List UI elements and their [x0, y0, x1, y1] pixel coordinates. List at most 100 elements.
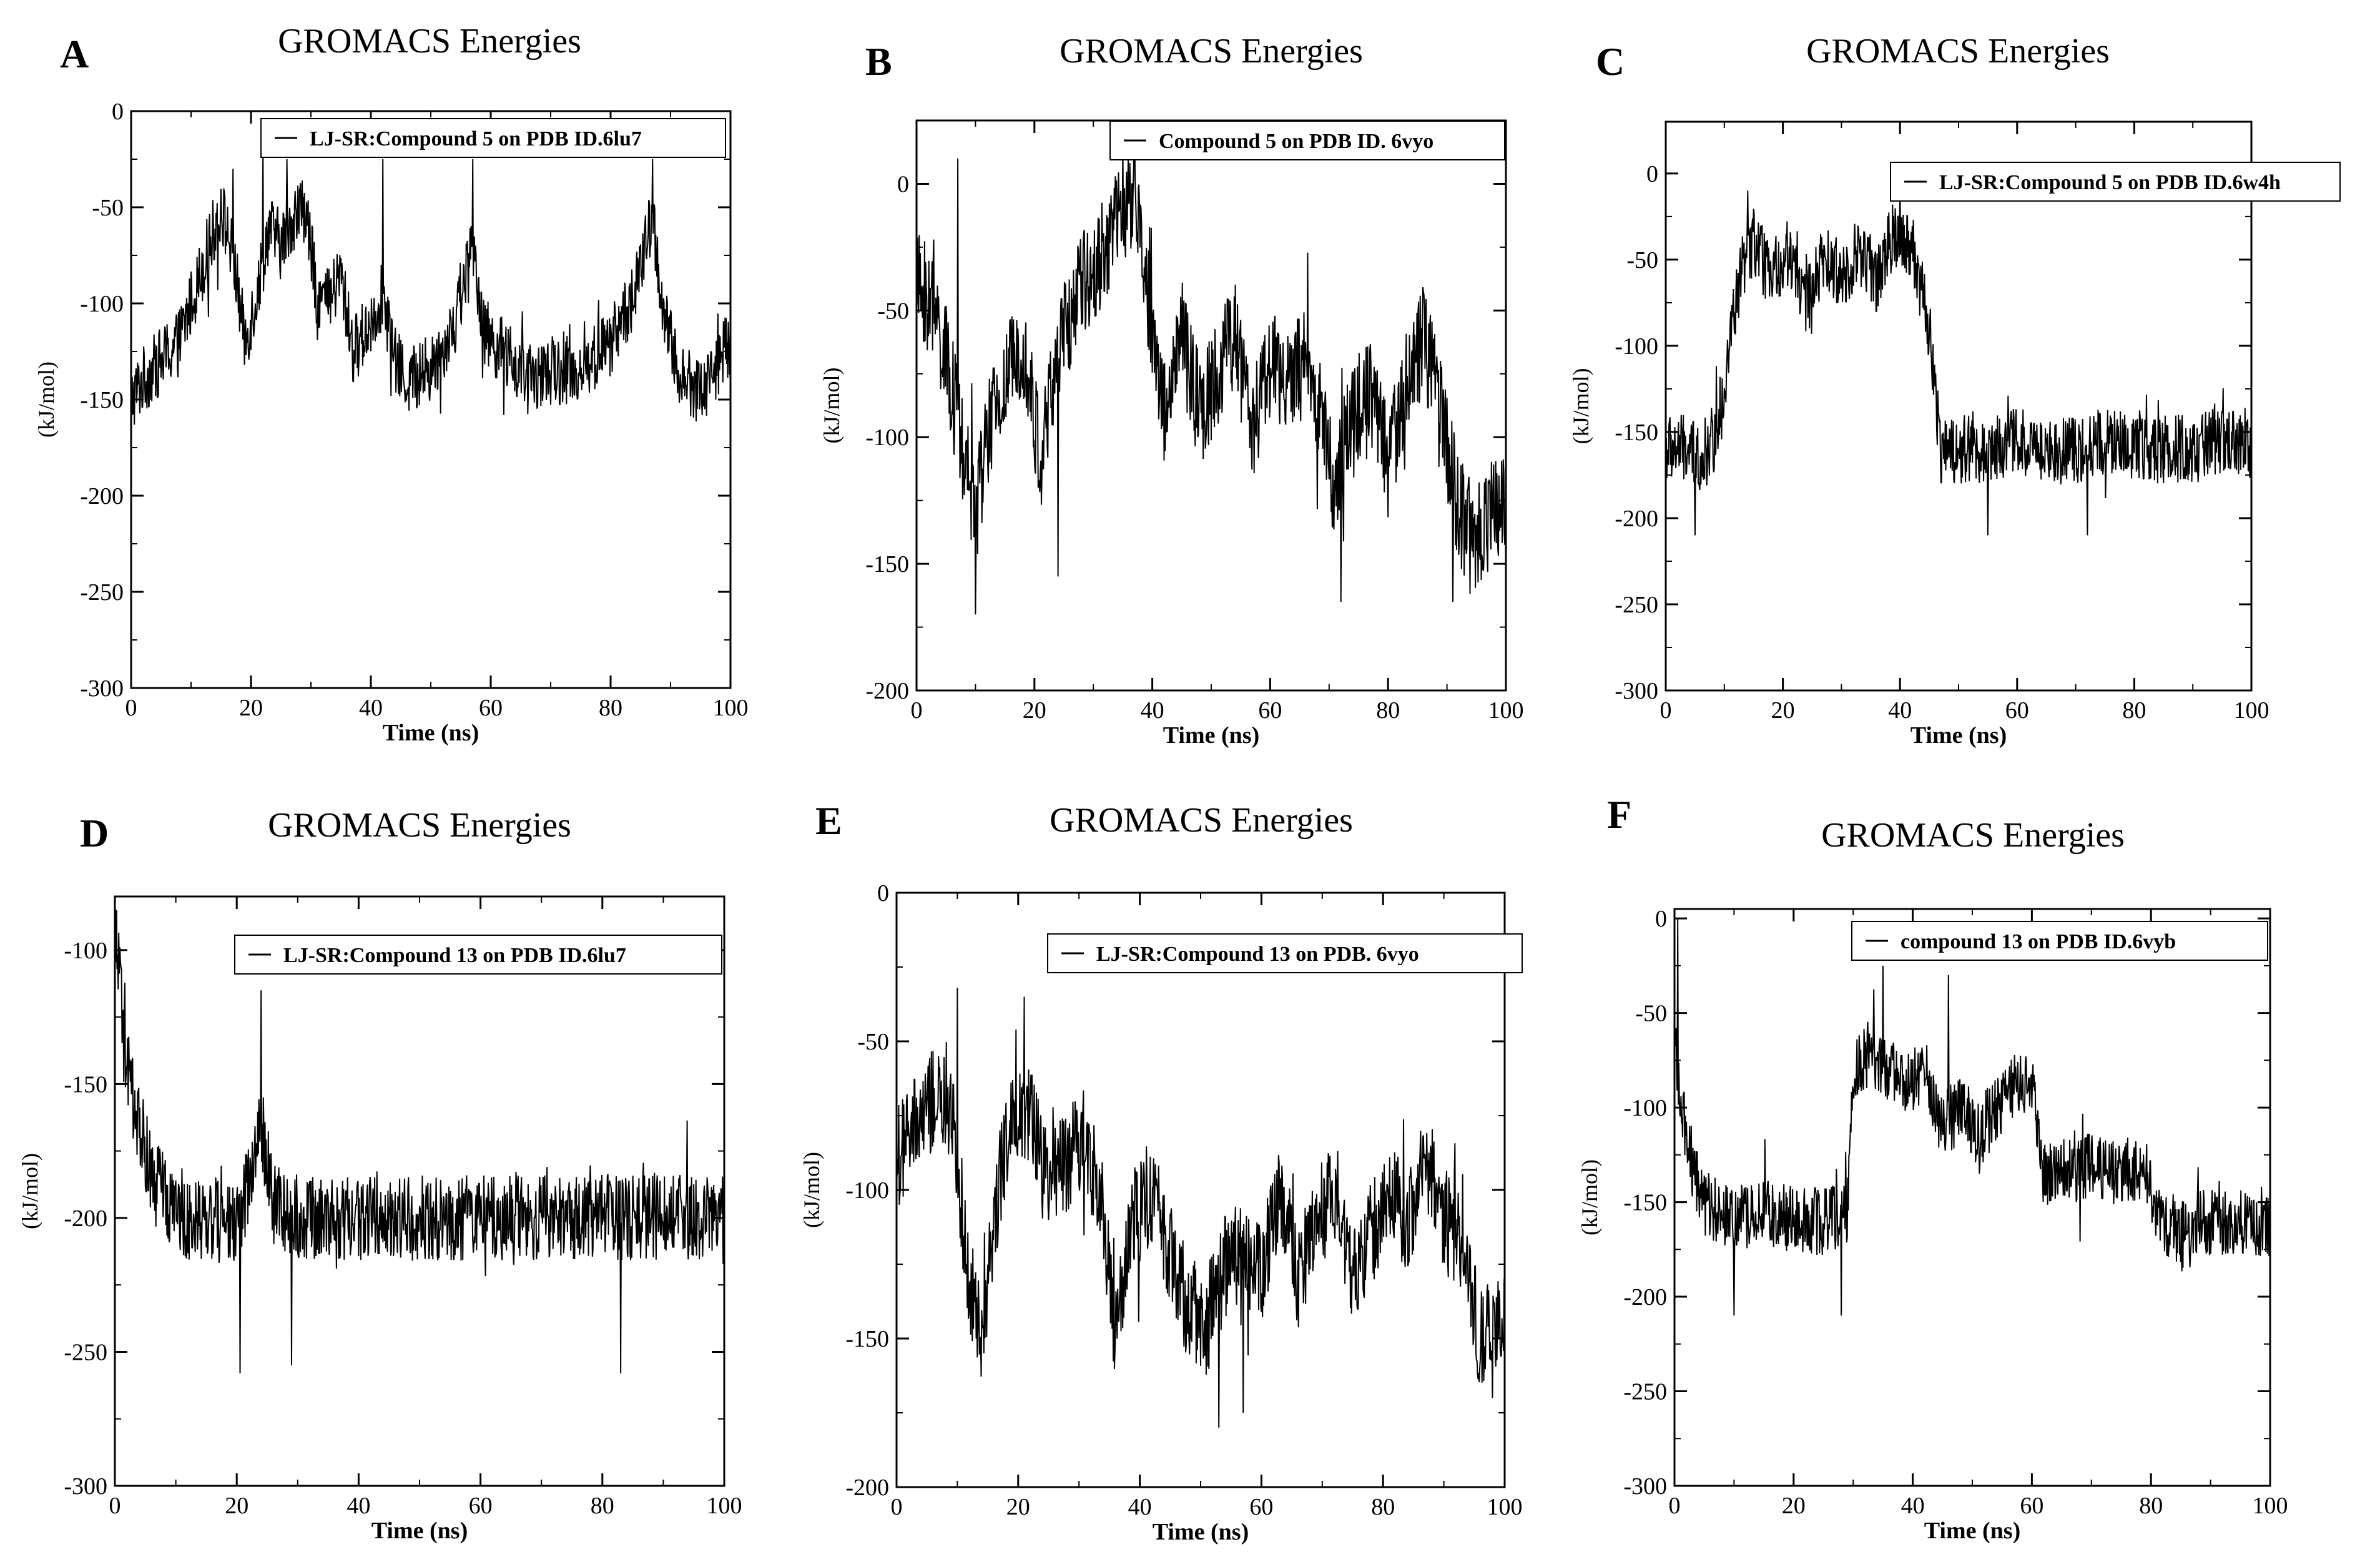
x-tick-label: 0: [109, 1493, 121, 1519]
x-tick-label: 0: [1660, 697, 1672, 724]
legend-box: [1890, 162, 2341, 202]
y-tick-label: -250: [64, 1339, 107, 1365]
y-axis-label: (kJ/mol): [799, 1152, 824, 1228]
x-tick-label: 40: [1901, 1493, 1925, 1519]
y-tick-label: -250: [1615, 592, 1658, 618]
x-axis-label: Time (ns): [1910, 722, 2007, 749]
y-tick-label: -250: [80, 579, 124, 606]
y-tick-label: -150: [80, 387, 124, 413]
panel-letter-a: A: [60, 32, 89, 76]
x-tick-label: 0: [911, 697, 923, 724]
y-tick-label: -200: [1615, 506, 1658, 532]
legend-label: LJ-SR:Compound 13 on PDB. 6vyo: [1096, 943, 1419, 966]
x-axis-label: Time (ns): [371, 1518, 468, 1544]
x-tick-label: 60: [479, 695, 503, 721]
x-tick-label: 100: [2253, 1493, 2288, 1519]
panel-letter-e: E: [815, 798, 842, 843]
y-tick-label: -300: [80, 675, 124, 702]
y-tick-label: -50: [92, 195, 124, 221]
y-tick-label: -100: [80, 291, 124, 317]
legend-label: compound 13 on PDB ID.6vyb: [1901, 930, 2176, 953]
y-tick-label: 0: [112, 99, 124, 125]
data-series-line: [114, 896, 725, 1373]
chart-title-c: GROMACS Energies: [1806, 32, 2110, 71]
x-tick-label: 60: [2020, 1493, 2043, 1519]
y-axis-label: (kJ/mol): [17, 1153, 42, 1229]
y-tick-label: -100: [1623, 1095, 1667, 1121]
panel-letter-c: C: [1596, 39, 1625, 84]
x-tick-label: 40: [359, 695, 383, 721]
x-tick-label: 100: [1488, 697, 1524, 724]
data-series-line: [916, 128, 1507, 615]
y-tick-label: -200: [845, 1475, 889, 1501]
y-tick-label: 0: [1655, 906, 1667, 932]
x-axis-label: Time (ns): [383, 720, 479, 746]
x-axis-label: Time (ns): [1163, 722, 1259, 749]
y-axis-label: (kJ/mol): [34, 361, 59, 438]
y-tick-label: -150: [865, 551, 909, 577]
x-tick-label: 60: [469, 1493, 493, 1519]
x-axis-label: Time (ns): [1153, 1519, 1249, 1545]
panel-letter-f: F: [1607, 792, 1632, 837]
data-series-line: [1674, 918, 2271, 1316]
x-tick-label: 60: [2005, 697, 2029, 724]
chart-title-b: GROMACS Energies: [1060, 32, 1363, 71]
y-tick-label: -150: [845, 1326, 889, 1352]
legend-box: [1851, 921, 2268, 961]
y-tick-label: -50: [1635, 1001, 1667, 1027]
chart-title-f: GROMACS Energies: [1821, 816, 2125, 855]
x-tick-label: 60: [1258, 697, 1282, 724]
x-tick-label: 80: [1376, 697, 1400, 724]
x-tick-label: 20: [1782, 1493, 1806, 1519]
legend-box: [1047, 933, 1523, 973]
x-tick-label: 0: [125, 695, 137, 721]
x-tick-label: 80: [591, 1493, 614, 1519]
y-tick-label: 0: [1646, 161, 1658, 187]
x-tick-label: 80: [2122, 697, 2146, 724]
x-tick-label: 100: [707, 1493, 742, 1519]
y-tick-label: -300: [1615, 678, 1658, 704]
y-tick-label: -300: [1623, 1473, 1667, 1500]
legend-box: [234, 935, 722, 975]
x-tick-label: 40: [1141, 697, 1164, 724]
y-tick-label: -200: [1623, 1284, 1667, 1310]
x-tick-label: 20: [1771, 697, 1795, 724]
legend-box: [1109, 120, 1505, 160]
y-tick-label: 0: [897, 171, 909, 197]
x-tick-label: 20: [1006, 1494, 1030, 1520]
x-tick-label: 20: [1023, 697, 1046, 724]
x-tick-label: 80: [1371, 1494, 1395, 1520]
legend-label: Compound 5 on PDB ID. 6vyo: [1159, 130, 1433, 153]
legend-label: LJ-SR:Compound 13 on PDB ID.6lu7: [283, 944, 626, 967]
y-tick-label: -200: [64, 1206, 107, 1232]
y-tick-label: -50: [857, 1029, 889, 1055]
x-tick-label: 80: [599, 695, 622, 721]
data-series-line: [1665, 182, 2252, 536]
data-series-line: [130, 149, 731, 496]
legend-label: LJ-SR:Compound 5 on PDB ID.6w4h: [1939, 171, 2281, 194]
data-series-line: [896, 988, 1505, 1428]
x-axis-label: Time (ns): [1924, 1518, 2020, 1544]
x-tick-label: 40: [347, 1493, 370, 1519]
x-tick-label: 100: [713, 695, 749, 721]
x-tick-label: 20: [239, 695, 263, 721]
y-tick-label: -150: [1623, 1190, 1667, 1216]
x-tick-label: 20: [225, 1493, 248, 1519]
y-tick-label: -250: [1623, 1379, 1667, 1405]
y-tick-label: -100: [64, 938, 107, 964]
legend-label: LJ-SR:Compound 5 on PDB ID.6lu7: [310, 127, 642, 150]
x-tick-label: 40: [1888, 697, 1912, 724]
y-tick-label: -150: [1615, 420, 1658, 446]
x-tick-label: 80: [2139, 1493, 2163, 1519]
y-axis-label: (kJ/mol): [1577, 1159, 1602, 1235]
y-tick-label: -150: [64, 1071, 107, 1098]
x-tick-label: 100: [2234, 697, 2269, 724]
x-tick-label: 100: [1487, 1494, 1523, 1520]
y-tick-label: -100: [845, 1177, 889, 1204]
x-tick-label: 0: [891, 1494, 903, 1520]
